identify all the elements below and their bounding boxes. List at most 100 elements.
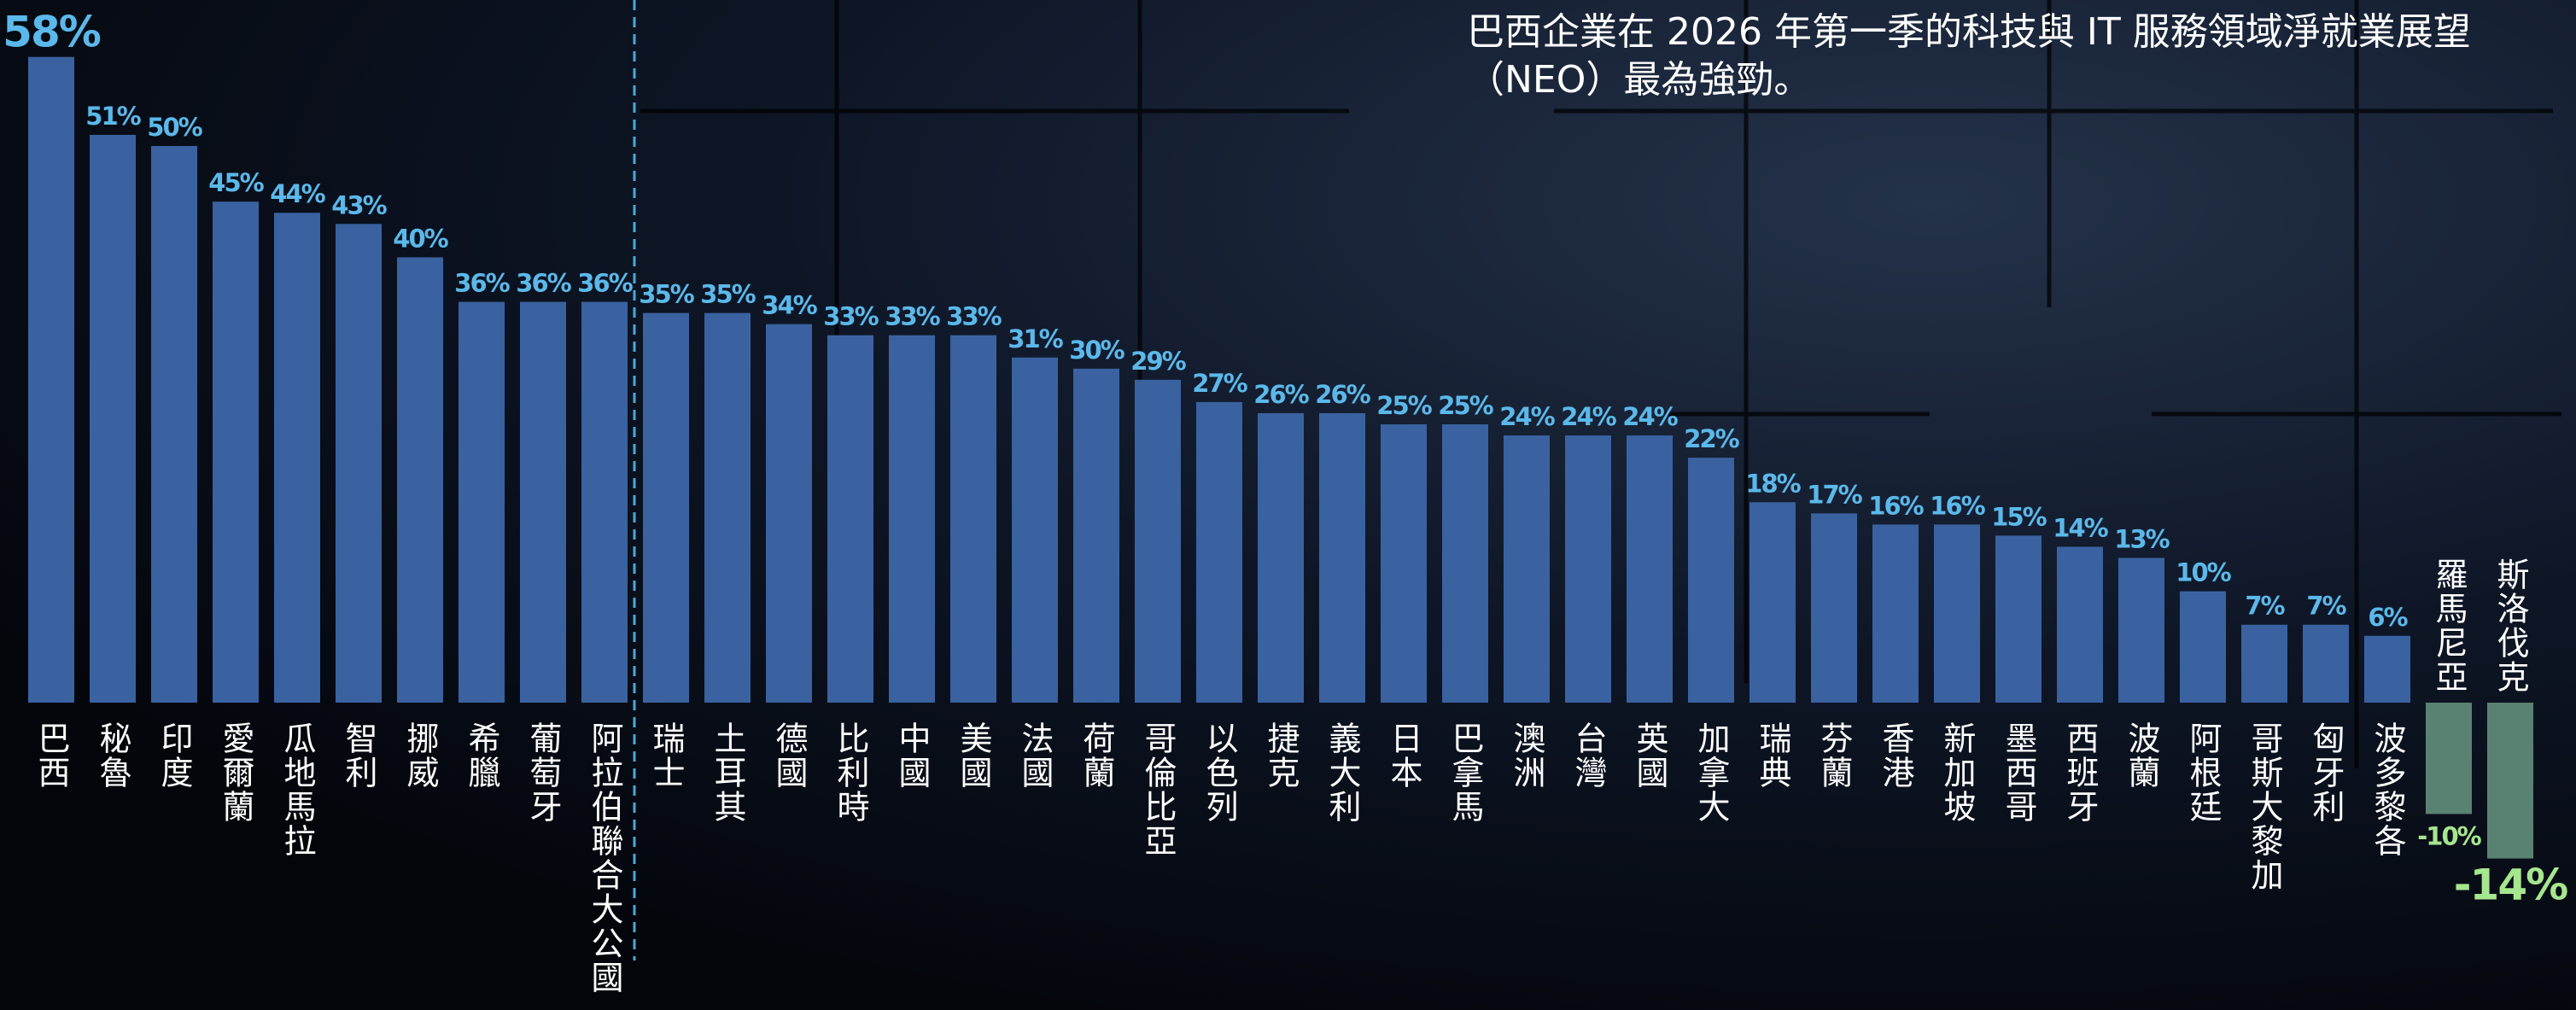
bar xyxy=(1381,424,1427,703)
bar xyxy=(1258,412,1304,703)
x-tick-label: 阿根廷 xyxy=(2184,721,2222,824)
bar xyxy=(1811,513,1857,703)
decoration xyxy=(640,0,2561,768)
bar xyxy=(2303,624,2349,703)
x-tick-label: 義大利 xyxy=(1323,721,1361,824)
x-tick-label: 瑞士 xyxy=(647,721,685,790)
bar xyxy=(1012,357,1058,703)
bar xyxy=(827,335,873,703)
bar xyxy=(1688,458,1734,703)
bar xyxy=(90,134,136,703)
value-label: 17% xyxy=(1807,480,1862,509)
x-tick-label: 香港 xyxy=(1877,721,1914,790)
bar xyxy=(28,56,74,703)
x-tick-label: 秘魯 xyxy=(94,721,131,790)
value-label: 24% xyxy=(1561,402,1616,431)
value-label: 36% xyxy=(577,269,633,298)
bar xyxy=(213,201,259,703)
x-tick-label: 愛爾蘭 xyxy=(217,721,254,824)
value-label: 22% xyxy=(1684,424,1739,453)
bar xyxy=(1627,435,1673,703)
bar xyxy=(704,312,751,703)
value-label: 26% xyxy=(1253,380,1309,409)
x-tick-label: 墨西哥 xyxy=(2000,721,2037,824)
value-label: 40% xyxy=(393,224,448,253)
value-label: 16% xyxy=(1930,491,1985,520)
value-label: 26% xyxy=(1315,380,1370,409)
bar xyxy=(1565,435,1611,703)
x-tick-label: 中國 xyxy=(893,721,931,790)
value-label: 43% xyxy=(331,190,387,219)
value-label: 24% xyxy=(1499,402,1555,431)
x-tick-label: 新加坡 xyxy=(1938,721,1976,824)
bar xyxy=(1995,535,2042,703)
bar xyxy=(1504,435,1550,703)
bar xyxy=(1196,401,1242,703)
x-tick-label: 挪威 xyxy=(401,721,439,790)
x-tick-label: 巴西 xyxy=(32,721,70,790)
bar xyxy=(2364,635,2410,703)
value-label: 30% xyxy=(1069,336,1124,365)
value-label: 14% xyxy=(2053,513,2108,542)
x-tick-label: 羅馬尼亞 xyxy=(2430,558,2468,694)
value-label: 16% xyxy=(1868,491,1924,520)
x-tick-label: 匈牙利 xyxy=(2307,721,2345,824)
bar xyxy=(766,324,812,703)
value-label: 36% xyxy=(454,269,510,298)
x-tick-label: 哥斯大黎加 xyxy=(2246,721,2283,892)
x-tick-label: 比利時 xyxy=(832,721,869,824)
value-label: 31% xyxy=(1008,324,1063,353)
value-label: 27% xyxy=(1192,369,1247,398)
value-label: 6% xyxy=(2368,603,2408,632)
x-tick-label: 智利 xyxy=(340,721,377,790)
bar xyxy=(2487,703,2533,859)
bar xyxy=(459,301,505,703)
value-label: 58% xyxy=(3,8,101,57)
value-label: 35% xyxy=(639,280,694,309)
bar xyxy=(643,312,689,703)
x-tick-label: 巴拿馬 xyxy=(1446,721,1484,824)
bar xyxy=(2057,546,2103,703)
x-tick-label: 荷蘭 xyxy=(1078,721,1115,790)
value-label: 34% xyxy=(762,291,817,320)
value-label: 35% xyxy=(700,280,756,309)
value-label: 24% xyxy=(1622,402,1678,431)
x-tick-label: 斯洛伐克 xyxy=(2491,558,2529,694)
value-label: -14% xyxy=(2454,861,2567,910)
x-tick-label: 阿拉伯聯合大公國 xyxy=(586,721,623,995)
x-tick-label: 葡萄牙 xyxy=(524,721,562,824)
x-tick-label: 瑞典 xyxy=(1754,721,1791,790)
bar xyxy=(1442,424,1488,703)
x-tick-label: 芬蘭 xyxy=(1815,721,1853,790)
x-tick-label: 西班牙 xyxy=(2061,721,2099,824)
x-tick-label: 波多黎各 xyxy=(2369,721,2406,858)
bar xyxy=(1319,412,1365,703)
value-label: 51% xyxy=(85,102,141,131)
x-tick-label: 台灣 xyxy=(1569,721,1607,790)
x-tick-label: 波蘭 xyxy=(2123,721,2160,790)
value-label: 36% xyxy=(516,269,571,298)
x-tick-label: 法國 xyxy=(1016,721,1054,790)
bar xyxy=(1135,379,1181,703)
value-label: 33% xyxy=(946,302,1002,331)
value-label: 15% xyxy=(1991,502,2047,531)
value-label: 10% xyxy=(2176,558,2231,587)
bar xyxy=(1934,524,1980,703)
x-tick-label: 希臘 xyxy=(463,721,500,790)
value-label: 25% xyxy=(1438,391,1493,420)
x-tick-label: 印度 xyxy=(155,721,193,790)
x-tick-label: 哥倫比亞 xyxy=(1139,721,1177,858)
x-tick-label: 澳洲 xyxy=(1508,721,1545,790)
x-tick-label: 美國 xyxy=(955,721,992,790)
value-label: 7% xyxy=(2245,592,2285,621)
bar xyxy=(520,301,566,703)
value-label: 44% xyxy=(270,179,325,208)
value-label: 33% xyxy=(885,302,940,331)
bar xyxy=(397,257,443,703)
x-tick-label: 瓜地馬拉 xyxy=(278,721,316,858)
x-tick-label: 加拿大 xyxy=(1692,721,1730,824)
x-tick-label: 德國 xyxy=(770,721,808,790)
value-label: 7% xyxy=(2306,592,2346,621)
bar xyxy=(889,335,935,703)
